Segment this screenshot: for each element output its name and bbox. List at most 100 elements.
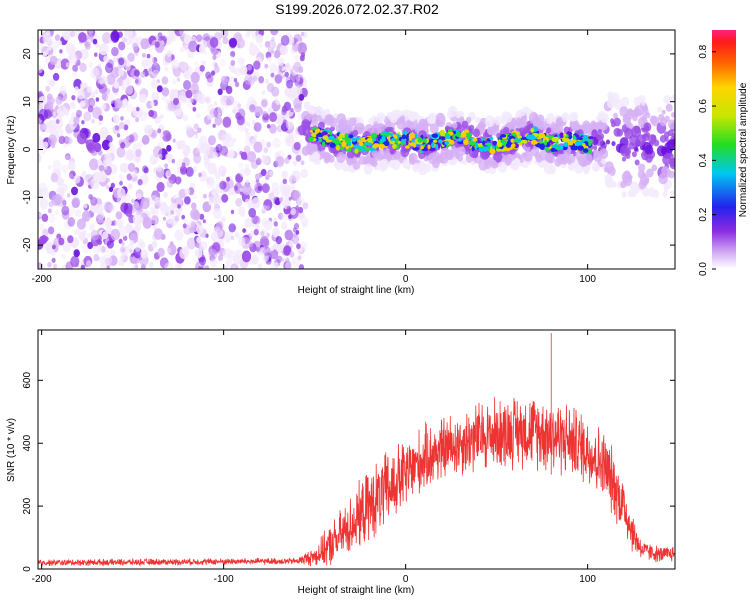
spectrogram-cell	[533, 113, 538, 119]
spectrogram-cell	[102, 231, 109, 240]
spectrogram-cell	[252, 75, 258, 82]
spectrogram-cell	[414, 133, 419, 138]
spectrogram-cell	[55, 104, 59, 110]
spectrogram-cell	[208, 200, 213, 206]
spectrogram-cell	[422, 139, 427, 143]
spectrogram-cell	[212, 169, 218, 175]
spectrogram-cell	[166, 247, 172, 254]
spectrogram-cell	[172, 195, 177, 199]
spectrogram-cell	[392, 143, 397, 149]
spectrogram-cell	[67, 137, 73, 145]
spectrogram-cell	[328, 130, 333, 136]
spectrogram-cell	[141, 59, 149, 68]
spectrogram-cell	[210, 70, 216, 76]
spectrogram-cell	[516, 135, 523, 139]
spectrogram-cell	[281, 221, 288, 230]
spectrogram-cell	[165, 153, 171, 161]
spectrogram-cell	[93, 142, 102, 153]
spectrogram-cell	[344, 133, 348, 139]
spectrogram-cell	[420, 145, 424, 150]
spectrogram-cell	[658, 113, 665, 122]
spectrogram-cell	[118, 173, 125, 182]
spectrogram-cell	[48, 46, 52, 51]
spectrogram-cell	[220, 145, 229, 156]
spectrogram-cell	[152, 224, 158, 230]
spectrogram-cell	[140, 71, 146, 78]
spectrogram-cell	[412, 164, 418, 171]
spectrogram-cell	[222, 37, 229, 45]
spectrogram-cell	[143, 110, 148, 116]
spectrogram-cell	[539, 144, 546, 150]
spectrogram-cell	[52, 244, 56, 250]
spectrogram-cell	[249, 104, 256, 113]
spectrogram-cell	[181, 214, 186, 220]
spectrogram-cell	[237, 103, 242, 108]
spectrogram-cell	[233, 254, 242, 265]
spectrogram-cell	[210, 258, 218, 268]
spectrogram-cell	[282, 186, 290, 196]
spectrogram-cell	[156, 181, 165, 193]
spectrogram-cell	[118, 57, 125, 66]
spectrogram-cell	[141, 264, 146, 269]
spectrogram-cell	[110, 30, 120, 42]
spectrogram-cell	[116, 133, 121, 138]
spectrogram-cell	[636, 134, 646, 146]
spectrogram-cell	[613, 117, 621, 127]
spectrogram-cell	[492, 140, 498, 145]
spectrogram-cell	[583, 153, 593, 166]
spectrogram-cell	[257, 185, 262, 191]
spectrogram-cell	[296, 243, 301, 250]
spectrogram-cell	[127, 52, 135, 62]
spectrogram-cell	[58, 135, 66, 145]
spectrogram-cell	[95, 97, 100, 102]
spectrogram-cell	[352, 144, 360, 149]
spectrogram-cell	[658, 173, 668, 185]
spectrogram-cell	[196, 34, 203, 43]
spectrogram-cell	[57, 40, 62, 46]
spectrogram-cell	[291, 256, 300, 268]
spectrogram-cell	[270, 30, 279, 36]
spectrogram-cell	[289, 132, 294, 138]
spectrogram-cell	[332, 138, 339, 144]
spectrogram-cell	[260, 168, 267, 177]
spectrogram-cell	[247, 96, 257, 108]
spectrogram-cell	[516, 131, 520, 136]
spectrogram-cell	[220, 30, 229, 39]
spectrogram-cell	[455, 153, 460, 159]
spectrogram-cell	[55, 96, 63, 105]
spectrogram-cell	[132, 42, 139, 51]
spectrogram-cell	[209, 108, 217, 119]
spectrogram-cell	[461, 132, 467, 138]
spectrogram-cell	[117, 187, 126, 199]
spectrogram-cell	[91, 119, 95, 124]
spectrogram-cell	[365, 141, 372, 146]
spectrogram-cell	[577, 137, 583, 141]
spectrogram-cell	[190, 221, 197, 229]
spectrogram-cell	[39, 212, 43, 218]
spectrogram-cell	[139, 139, 146, 147]
spectrogram-cell	[339, 132, 344, 138]
spectrogram-cell	[633, 107, 642, 118]
spectrogram-cell	[544, 139, 548, 146]
spectrogram-cell	[135, 149, 142, 158]
spectrogram-cell	[110, 228, 121, 241]
spectrogram-cell	[215, 221, 224, 231]
colorbar-tick-label: 0.4	[698, 153, 709, 167]
spectrogram-cell	[634, 159, 640, 166]
spectrogram-cell	[97, 246, 103, 252]
spectrogram-cell	[346, 158, 354, 166]
spectrogram-cell	[668, 170, 675, 179]
spectrogram-cell	[139, 241, 146, 249]
spectrogram-cell	[242, 183, 252, 196]
spectrogram-cell	[212, 123, 216, 128]
spectrogram-cell	[161, 87, 170, 97]
spectrogram-cell	[605, 139, 611, 145]
spectrogram-cell	[195, 112, 201, 119]
spectrogram-cell	[417, 138, 424, 143]
spectrogram-cell	[349, 117, 357, 127]
spectrogram-cell	[127, 162, 136, 172]
spectrogram-cell	[619, 106, 629, 117]
spectrogram-cell	[445, 150, 454, 161]
spectrogram-cell	[93, 253, 100, 262]
snr-panel: -200 -100 0 100 0 200 400 600 Height of straig…	[6, 329, 676, 596]
